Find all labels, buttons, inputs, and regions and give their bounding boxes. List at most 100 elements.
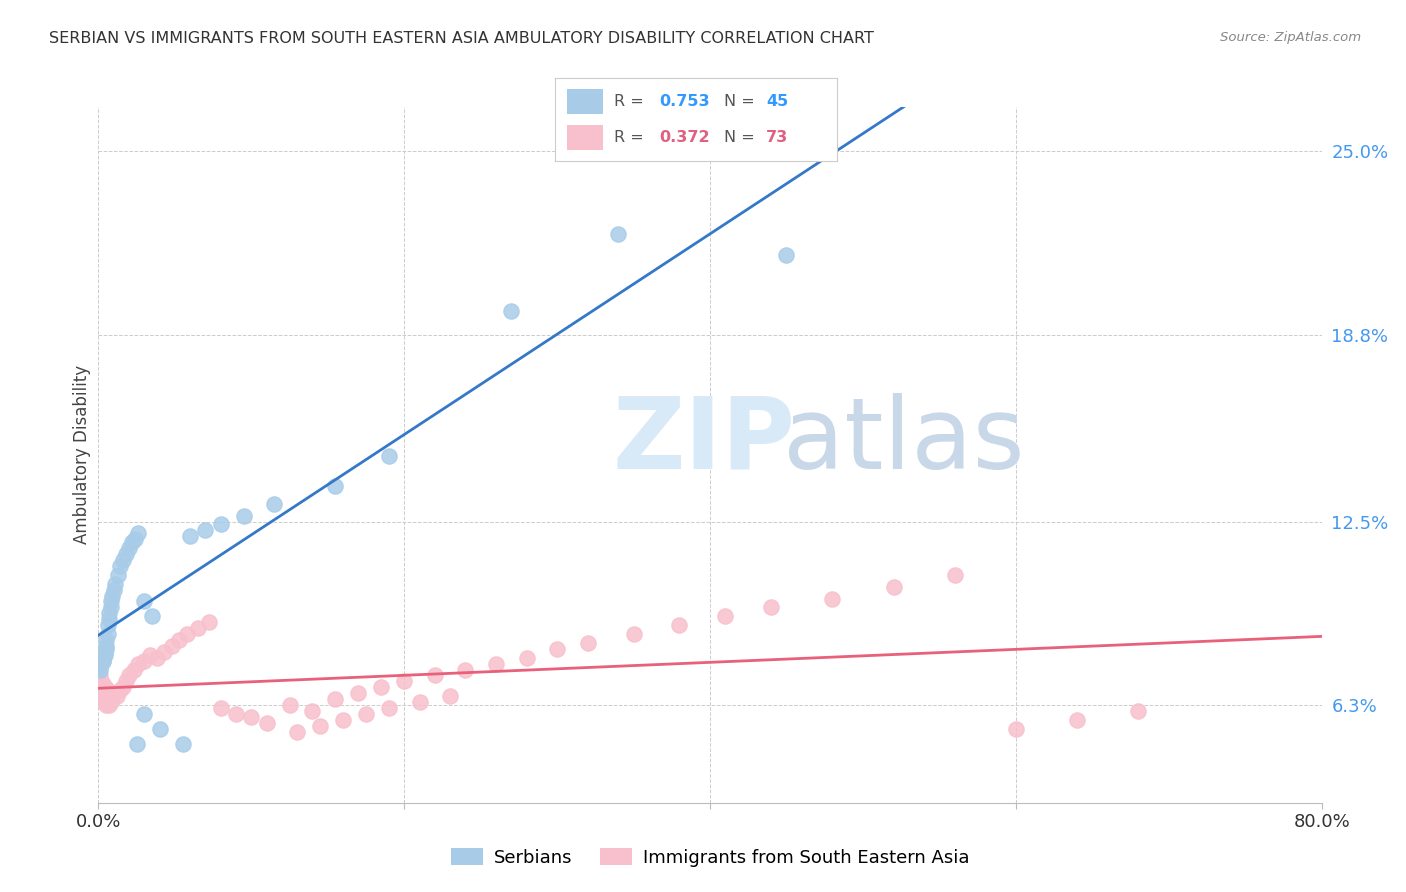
Point [263,497,285,511]
Point [176,627,198,641]
Point [89,683,111,698]
Point [127,526,149,541]
Point [98,612,121,626]
Point [93,648,115,662]
Point [118,541,141,556]
Point [516,650,538,665]
Point [821,591,844,606]
Point [124,533,146,547]
Point [408,695,430,709]
Point [332,713,354,727]
Point [115,547,138,561]
Legend: Serbians, Immigrants from South Eastern Asia: Serbians, Immigrants from South Eastern … [443,840,977,874]
Point [759,600,782,615]
Point [91,683,114,698]
Text: R =: R = [614,94,650,109]
Point [623,627,645,641]
Point [103,686,125,700]
Point [160,639,183,653]
Point [103,582,125,597]
Point [118,668,141,682]
Point [94,692,117,706]
Point [325,692,347,706]
Point [240,710,263,724]
Text: 0.753: 0.753 [659,94,710,109]
Point [100,600,122,615]
Point [89,663,111,677]
Point [91,654,114,668]
Point [122,663,145,677]
Point [89,668,111,682]
Point [134,654,156,668]
Point [91,650,114,665]
Point [91,654,114,668]
Point [111,681,134,695]
Point [91,692,114,706]
Bar [567,125,603,150]
Point [423,668,446,682]
Point [98,690,121,704]
Point [97,683,120,698]
Point [134,594,156,608]
Point [883,580,905,594]
Point [101,692,124,706]
Point [107,567,129,582]
Point [149,722,172,736]
Point [134,706,156,721]
Point [97,618,120,632]
Point [94,698,117,712]
Point [501,304,523,318]
Point [93,686,115,700]
Point [209,517,232,532]
Point [172,737,194,751]
Point [89,659,111,673]
Point [197,615,219,630]
Point [232,508,254,523]
Point [209,701,232,715]
Text: SERBIAN VS IMMIGRANTS FROM SOUTH EASTERN ASIA AMBULATORY DISABILITY CORRELATION : SERBIAN VS IMMIGRANTS FROM SOUTH EASTERN… [49,31,875,46]
Point [93,681,115,695]
Text: N =: N = [724,130,761,145]
Point [90,686,112,700]
Point [89,677,111,691]
Point [454,663,477,677]
Point [378,701,401,715]
Point [301,704,323,718]
Text: 0.372: 0.372 [659,130,710,145]
Point [104,576,127,591]
Point [378,450,401,464]
Point [325,479,347,493]
Point [125,737,148,751]
Point [278,698,301,712]
Point [309,719,332,733]
Point [101,589,124,603]
Point [97,695,120,709]
Point [97,690,120,704]
Point [100,594,122,608]
Text: 45: 45 [766,94,789,109]
Bar [567,89,603,114]
Point [94,683,117,698]
Point [1066,713,1088,727]
Point [370,681,392,695]
Point [194,524,217,538]
Point [97,627,120,641]
Point [775,248,797,262]
Point [225,706,247,721]
Point [1004,722,1026,736]
Text: ZIP: ZIP [612,392,794,490]
Point [121,535,143,549]
Point [256,715,278,730]
Point [127,657,149,671]
Point [141,609,163,624]
Point [93,695,115,709]
Point [354,706,377,721]
Point [285,724,308,739]
Point [546,641,568,656]
Point [94,632,117,647]
Point [115,674,138,689]
Point [169,632,191,647]
Point [93,645,115,659]
Point [153,645,176,659]
Point [179,529,201,543]
